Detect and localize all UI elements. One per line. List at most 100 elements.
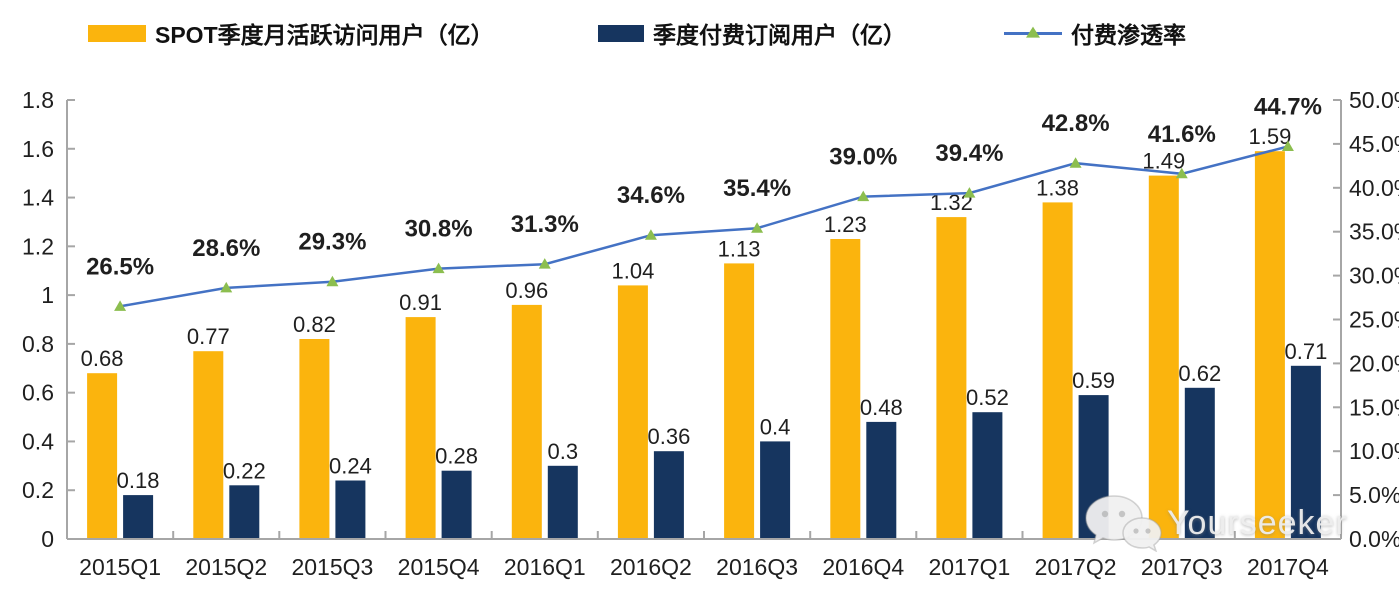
bar-subscribers [229,485,260,539]
legend-label-subscribers: 季度付费订阅用户（亿） [653,22,906,48]
legend: SPOT季度月活跃访问用户（亿） 季度付费订阅用户（亿） 付费渗透率 [0,0,1399,62]
x-axis-category-label: 2017Q2 [1035,554,1117,580]
bar-subscribers [441,470,472,539]
penetration-label: 41.6% [1148,121,1216,148]
right-axis-tick-label: 45.0% [1349,131,1399,157]
bar-label-mau: 1.13 [718,236,761,261]
penetration-marker-icon [1069,157,1082,168]
x-axis-category-label: 2015Q3 [291,554,373,580]
penetration-marker-icon [857,190,870,202]
mau-swatch-icon [88,24,146,42]
bar-label-mau: 1.59 [1248,124,1291,149]
x-axis-category-label: 2015Q2 [185,554,267,580]
legend-label-mau: SPOT季度月活跃访问用户（亿） [155,22,494,48]
bar-mau [1148,175,1179,539]
left-axis-tick-label: 1.4 [22,185,54,211]
bar-subscribers [1078,395,1109,539]
left-axis-tick-label: 1.8 [22,87,54,113]
bar-mau [724,263,755,539]
right-axis-tick-label: 40.0% [1349,175,1399,201]
left-axis-tick-label: 0 [41,526,54,552]
bar-label-mau: 1.23 [824,212,867,237]
right-axis-tick-label: 20.0% [1349,350,1399,376]
bar-subscribers [866,421,897,539]
left-axis-tick-label: 0.8 [22,331,54,357]
bar-label-subscribers: 0.4 [760,414,791,439]
penetration-label: 39.4% [935,140,1003,167]
bar-subscribers [760,441,791,539]
bar-label-mau: 1.04 [611,258,654,283]
x-axis-category-label: 2015Q4 [398,554,480,580]
right-axis-tick-label: 25.0% [1349,307,1399,333]
legend-item-subscribers: 季度付费订阅用户（亿） [598,16,906,50]
x-axis-category-label: 2016Q4 [822,554,904,580]
penetration-line-swatch-icon [1004,26,1062,38]
right-axis-tick-label: 30.0% [1349,263,1399,289]
legend-item-mau: SPOT季度月活跃访问用户（亿） [88,16,494,50]
bar-label-mau: 0.96 [505,278,548,303]
x-axis-category-label: 2017Q4 [1247,554,1329,580]
bar-mau [936,217,967,539]
bar-mau [405,317,436,539]
penetration-label: 34.6% [617,182,685,209]
bar-label-subscribers: 0.62 [1178,361,1221,386]
bar-label-subscribers: 0.48 [860,395,903,420]
x-axis-category-label: 2017Q3 [1141,554,1223,580]
penetration-label: 42.8% [1042,110,1110,137]
penetration-label: 30.8% [405,216,473,243]
bar-mau [1254,151,1285,539]
bar-mau [87,373,118,539]
bar-subscribers [335,480,366,539]
x-axis-category-label: 2015Q1 [79,554,161,580]
left-axis-tick-label: 1.2 [22,233,54,259]
right-axis-tick-label: 0.0% [1349,526,1399,552]
bar-label-subscribers: 0.3 [548,439,579,464]
bar-subscribers [547,465,578,539]
bar-label-mau: 0.82 [293,312,336,337]
subscribers-swatch-icon [598,24,644,42]
bar-label-subscribers: 0.52 [966,385,1009,410]
left-axis-tick-label: 0.6 [22,380,54,406]
penetration-label: 39.0% [829,144,897,171]
legend-item-penetration: 付费渗透率 [1004,16,1186,50]
bar-label-subscribers: 0.18 [117,468,160,493]
penetration-marker-icon [644,229,657,240]
bar-mau [830,239,861,539]
x-axis-category-label: 2016Q2 [610,554,692,580]
penetration-marker-icon [432,262,445,274]
bar-label-subscribers: 0.24 [329,454,372,479]
bar-label-subscribers: 0.59 [1072,368,1115,393]
right-axis-tick-label: 5.0% [1349,482,1399,508]
right-axis-tick-label: 35.0% [1349,219,1399,245]
penetration-label: 28.6% [192,235,260,262]
penetration-marker-icon [114,300,127,311]
bar-label-subscribers: 0.36 [647,424,690,449]
bar-label-subscribers: 0.22 [223,458,266,483]
bar-subscribers [972,412,1003,539]
penetration-label: 31.3% [511,211,579,238]
penetration-marker-icon [220,281,233,293]
bar-subscribers [653,451,684,539]
left-axis-tick-label: 0.4 [22,428,54,454]
left-axis-tick-label: 1.6 [22,136,54,162]
right-axis-tick-label: 15.0% [1349,394,1399,420]
penetration-marker-icon [326,275,339,287]
bar-subscribers [1184,387,1215,539]
right-axis-tick-label: 10.0% [1349,438,1399,464]
x-axis-category-label: 2016Q1 [504,554,586,580]
bar-label-mau: 0.68 [81,346,124,371]
penetration-marker-icon [538,258,551,269]
penetration-label: 35.4% [723,175,791,202]
bar-subscribers [1290,365,1321,539]
penetration-line [119,145,1289,308]
bar-mau [511,304,542,539]
bar-label-subscribers: 0.28 [435,444,478,469]
x-axis-category-label: 2016Q3 [716,554,798,580]
penetration-label: 29.3% [298,229,366,256]
penetration-label: 26.5% [86,253,154,280]
penetration-marker-icon [963,187,976,198]
bar-label-mau: 1.38 [1036,175,1079,200]
legend-label-penetration: 付费渗透率 [1071,22,1186,48]
